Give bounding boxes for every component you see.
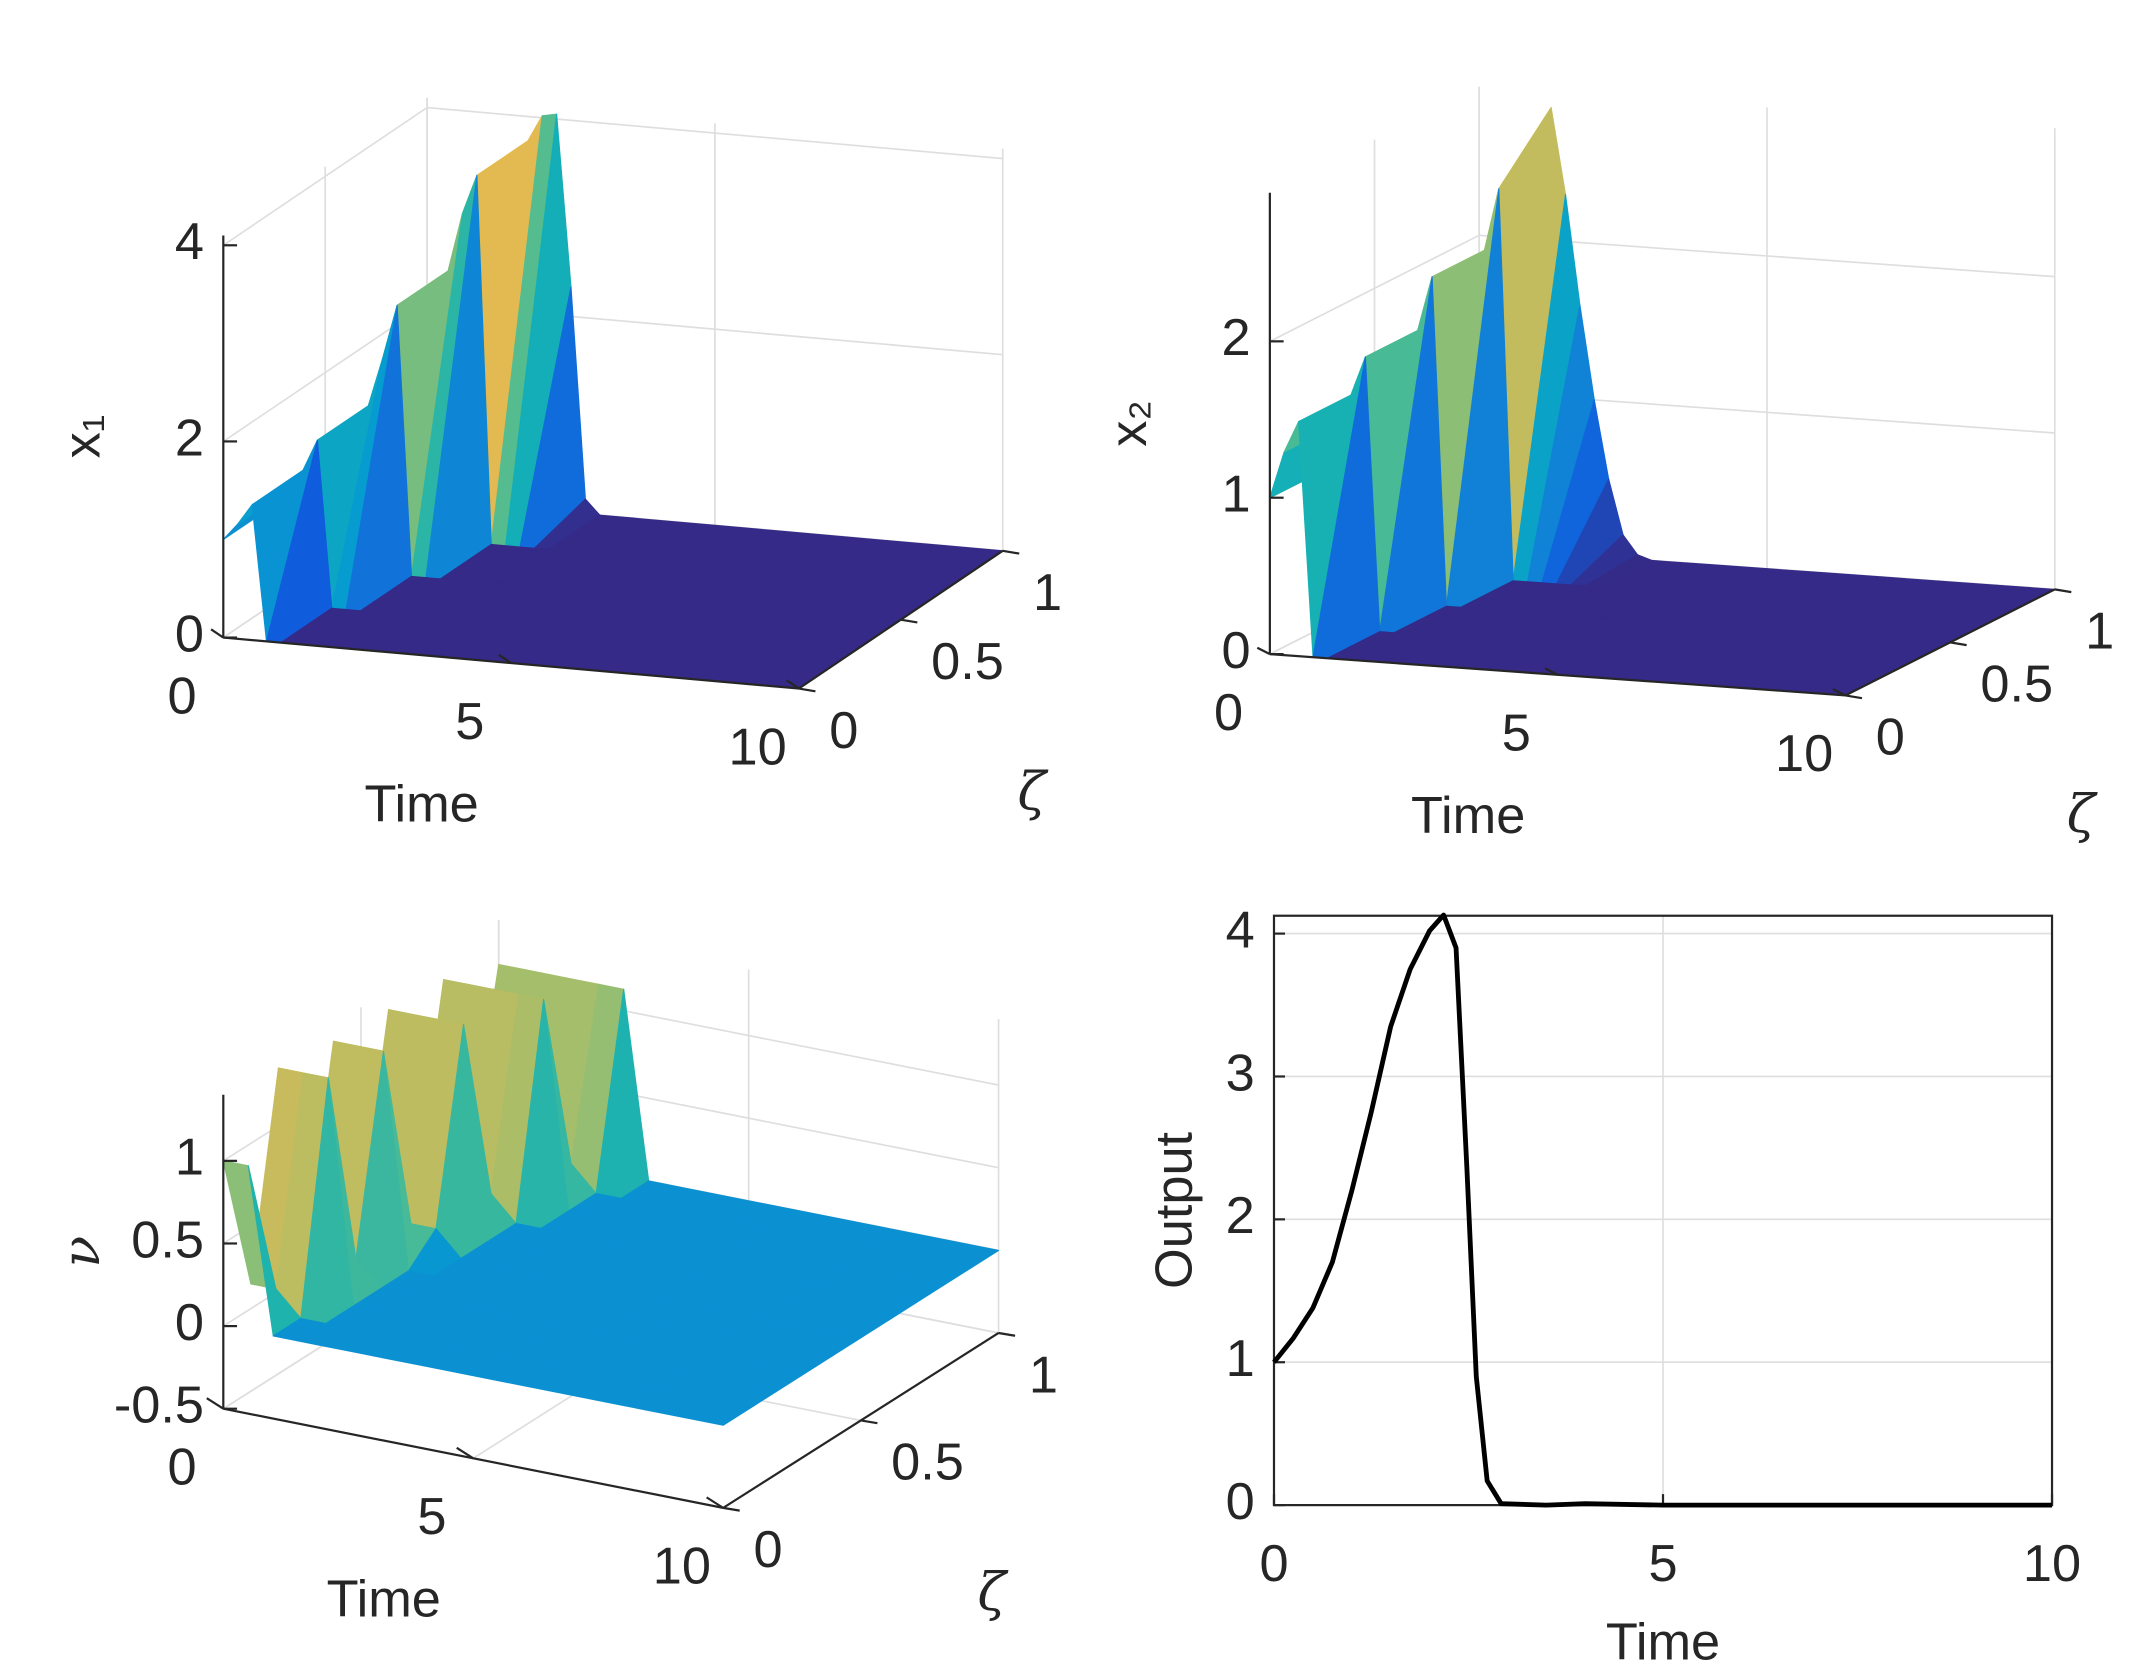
x-tick-label: 10 (1775, 725, 1833, 783)
x-axis-label: Time (1411, 787, 1525, 845)
y-tick-label: 1 (1033, 564, 1062, 622)
y-axis-label: ζ (978, 1562, 1009, 1623)
y-axis-label: ζ (1017, 761, 1048, 822)
x-tick (1544, 667, 1559, 676)
z-axis-label: x₂ (1100, 400, 1158, 446)
line-series (1272, 912, 2053, 1508)
y-tick (1845, 694, 1863, 700)
x-tick-label: 0 (1259, 1535, 1288, 1593)
x-tick-label: 10 (653, 1538, 711, 1596)
x-tick (786, 679, 800, 690)
x-tick-label: 10 (729, 718, 787, 776)
z-tick-label: 2 (175, 409, 204, 467)
z-tick-label: 1 (1221, 466, 1250, 524)
x-tick-label: 10 (2023, 1535, 2081, 1593)
y-tick-label: 1 (1029, 1346, 1058, 1404)
z-axis-label: ν (51, 1236, 112, 1268)
z-tick-label: 4 (175, 213, 204, 271)
y-tick-label: 4 (1226, 901, 1255, 959)
x-tick-label: 5 (1648, 1535, 1677, 1593)
y-axis-label: Output (1145, 1131, 1203, 1289)
x-axis-label: Time (364, 775, 478, 833)
z-tick-label: -0.5 (114, 1377, 204, 1435)
grid-line (222, 106, 428, 246)
y-tick-label: 1 (2085, 603, 2114, 661)
x-tick-label: 5 (417, 1488, 446, 1546)
y-tick (860, 1419, 878, 1425)
x-tick-label: 5 (1502, 705, 1531, 763)
y-tick (900, 618, 918, 624)
y-tick (722, 1506, 740, 1512)
y-tick-label: 0.5 (931, 633, 1004, 691)
z-tick-label: 0.5 (131, 1211, 204, 1269)
y-tick-label: 0 (1226, 1473, 1255, 1531)
y-tick-label: 0.5 (891, 1434, 964, 1492)
x-tick-label: 5 (455, 693, 484, 751)
x-tick (210, 628, 224, 639)
y-tick-label: 0 (829, 702, 858, 760)
y-tick (1002, 549, 1020, 555)
y-tick (2054, 588, 2072, 594)
y-tick (1949, 641, 1967, 647)
y-tick (798, 687, 816, 693)
surface-cell (622, 1387, 752, 1426)
y-tick (998, 1331, 1016, 1337)
x-axis-label: Time (1606, 1613, 1720, 1671)
z-tick-label: 0 (175, 605, 204, 663)
x-tick-label: 0 (1214, 684, 1243, 742)
y-tick-label: 1 (1226, 1330, 1255, 1388)
z-axis-label: x₁ (53, 415, 111, 459)
x-tick (498, 653, 512, 664)
grid-line (1269, 234, 1480, 343)
x-tick (706, 1496, 724, 1509)
grid-line (1479, 234, 2055, 278)
x-tick (1832, 688, 1846, 697)
y-tick-label: 0 (1876, 709, 1905, 767)
grid-line (427, 106, 1003, 160)
z-tick-label: 0 (1221, 622, 1250, 680)
z-tick-label: 0 (175, 1294, 204, 1352)
y-tick-label: 0 (753, 1521, 782, 1579)
y-tick-label: 0.5 (1980, 656, 2053, 714)
z-tick-label: 2 (1221, 309, 1250, 367)
x-tick (1256, 646, 1271, 656)
x-tick-label: 0 (167, 1439, 196, 1497)
y-tick-label: 3 (1226, 1044, 1255, 1102)
x-axis-label: Time (327, 1571, 441, 1629)
x-tick (456, 1446, 474, 1460)
z-tick-label: 1 (175, 1129, 204, 1187)
y-tick-label: 2 (1226, 1187, 1255, 1245)
x-tick-label: 0 (167, 667, 196, 725)
y-axis-label: ζ (2067, 784, 2098, 845)
x-tick (206, 1397, 224, 1410)
